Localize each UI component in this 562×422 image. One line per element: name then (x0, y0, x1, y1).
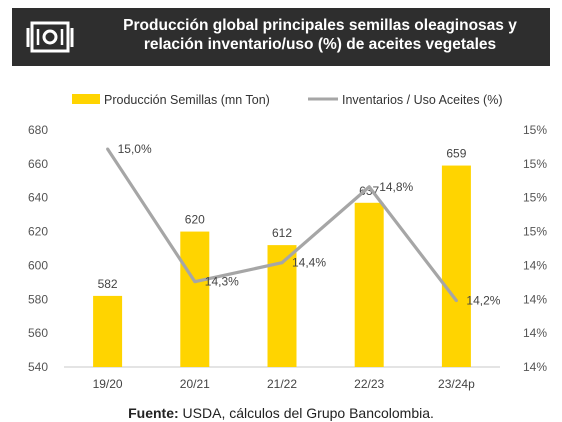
left-axis-tick-label: 600 (28, 258, 48, 272)
legend-swatch-bars (72, 94, 100, 104)
bar-value-label: 612 (272, 226, 292, 240)
line-value-label: 14,2% (466, 294, 500, 308)
bar (93, 295, 123, 367)
left-axis-tick-label: 640 (28, 191, 48, 205)
left-axis-tick-label: 680 (28, 123, 48, 137)
category-label: 22/23 (354, 377, 384, 391)
chart-title: Producción global principales semillas o… (123, 17, 517, 53)
left-axis-tick-label: 540 (28, 360, 48, 374)
left-axis-tick-label: 660 (28, 157, 48, 171)
category-label: 21/22 (267, 377, 297, 391)
legend-label-bars: Producción Semillas (mn Ton) (104, 93, 270, 107)
category-label: 23/24p (438, 377, 475, 391)
right-axis-tick-label: 14% (523, 258, 547, 272)
left-axis-tick-label: 620 (28, 225, 48, 239)
left-axis-tick-label: 580 (28, 292, 48, 306)
money-icon (26, 21, 74, 53)
line-point (106, 147, 110, 151)
category-label: 19/20 (93, 377, 123, 391)
category-label: 20/21 (180, 377, 210, 391)
source-text: USDA, cálculos del Grupo Bancolombia. (182, 405, 434, 421)
chart-source: Fuente: USDA, cálculos del Grupo Bancolo… (0, 405, 562, 421)
bar-value-label: 659 (446, 147, 466, 161)
line-value-label: 14,3% (205, 275, 239, 289)
right-axis-tick-label: 14% (523, 360, 547, 374)
line-point (454, 299, 458, 303)
left-axis-tick-label: 560 (28, 326, 48, 340)
chart-area: Producción Semillas (mn Ton) Inventarios … (28, 93, 547, 391)
line-point (367, 185, 371, 189)
line-value-label: 15,0% (118, 142, 152, 156)
right-axis-tick-label: 15% (523, 123, 547, 137)
bar-value-label: 620 (185, 213, 205, 227)
line-value-label: 14,4% (292, 256, 326, 270)
right-axis-tick-label: 14% (523, 326, 547, 340)
bar (180, 231, 210, 367)
right-axis-tick-label: 15% (523, 157, 547, 171)
bar (441, 165, 471, 367)
right-axis-tick-label: 15% (523, 225, 547, 239)
line-value-label: 14,8% (379, 180, 413, 194)
legend-label-line: Inventarios / Uso Aceites (%) (342, 93, 502, 107)
chart-header: Producción global principales semillas o… (12, 8, 550, 66)
source-label: Fuente: (128, 405, 179, 421)
bar (354, 202, 384, 367)
line-point (193, 280, 197, 284)
right-axis-tick-label: 14% (523, 292, 547, 306)
bar-value-label: 582 (98, 277, 118, 291)
right-axis-tick-label: 15% (523, 191, 547, 205)
line-point (280, 261, 284, 265)
